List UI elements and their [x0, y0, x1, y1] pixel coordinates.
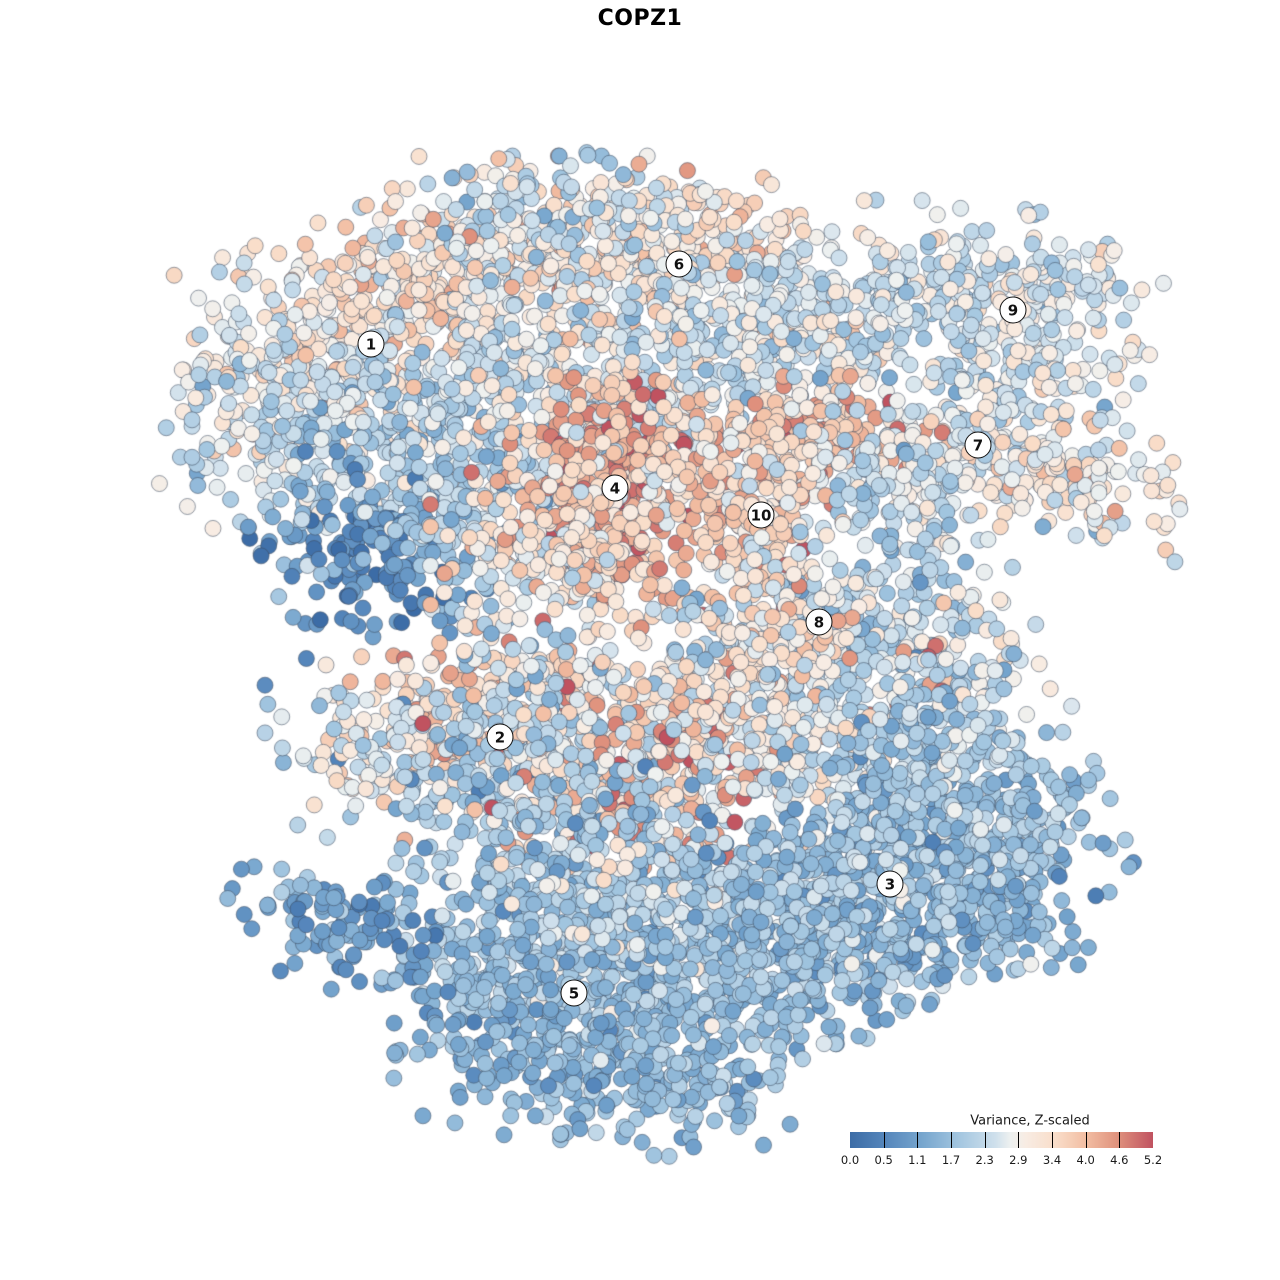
cluster-label-3: 3 — [876, 870, 904, 898]
plot-title: COPZ1 — [597, 6, 683, 31]
cluster-label-10: 10 — [747, 501, 775, 529]
cluster-label-9: 9 — [999, 296, 1027, 324]
cluster-label-1: 1 — [357, 330, 385, 358]
cluster-label-4: 4 — [601, 474, 629, 502]
cluster-label-2: 2 — [486, 723, 514, 751]
cluster-label-8: 8 — [805, 608, 833, 636]
cluster-label-7: 7 — [964, 431, 992, 459]
cluster-label-6: 6 — [665, 250, 693, 278]
cluster-label-5: 5 — [560, 979, 588, 1007]
